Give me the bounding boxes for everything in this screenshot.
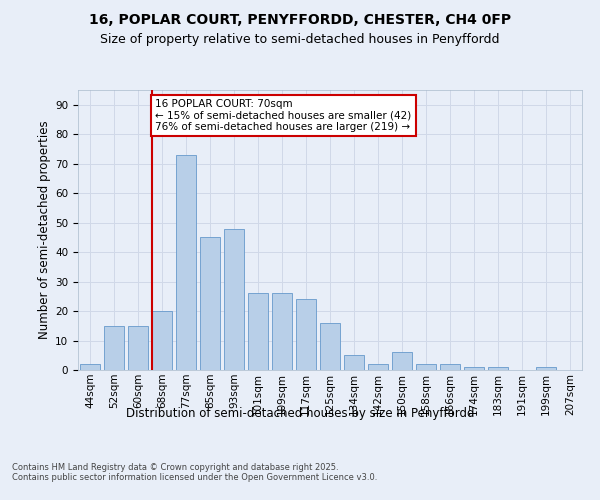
Bar — [392, 352, 412, 370]
Bar — [152, 311, 172, 370]
Bar — [488, 367, 508, 370]
Bar — [344, 356, 364, 370]
Bar — [272, 294, 292, 370]
Text: Size of property relative to semi-detached houses in Penyffordd: Size of property relative to semi-detach… — [100, 32, 500, 46]
Text: Distribution of semi-detached houses by size in Penyffordd: Distribution of semi-detached houses by … — [126, 408, 474, 420]
Bar — [128, 326, 148, 370]
Bar — [440, 364, 460, 370]
Text: 16 POPLAR COURT: 70sqm
← 15% of semi-detached houses are smaller (42)
76% of sem: 16 POPLAR COURT: 70sqm ← 15% of semi-det… — [155, 99, 412, 132]
Bar — [368, 364, 388, 370]
Text: Contains HM Land Registry data © Crown copyright and database right 2025.
Contai: Contains HM Land Registry data © Crown c… — [12, 462, 377, 482]
Y-axis label: Number of semi-detached properties: Number of semi-detached properties — [38, 120, 51, 340]
Bar — [536, 367, 556, 370]
Bar — [296, 300, 316, 370]
Bar — [176, 155, 196, 370]
Bar — [416, 364, 436, 370]
Bar — [224, 228, 244, 370]
Bar — [248, 294, 268, 370]
Bar — [80, 364, 100, 370]
Bar — [320, 323, 340, 370]
Bar — [200, 238, 220, 370]
Bar — [104, 326, 124, 370]
Text: 16, POPLAR COURT, PENYFFORDD, CHESTER, CH4 0FP: 16, POPLAR COURT, PENYFFORDD, CHESTER, C… — [89, 12, 511, 26]
Bar — [464, 367, 484, 370]
